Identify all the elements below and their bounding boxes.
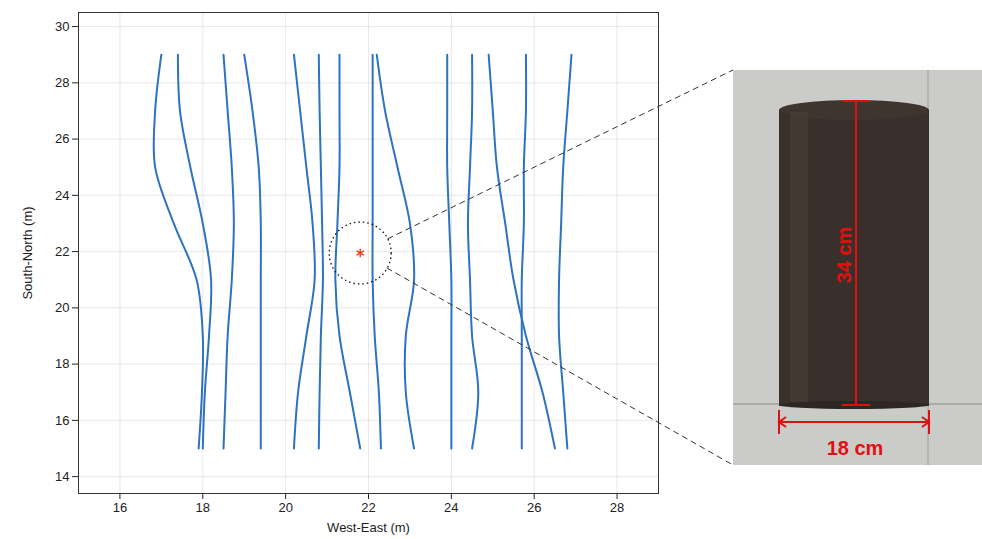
svg-text:20: 20	[55, 300, 69, 315]
svg-text:22: 22	[361, 500, 375, 515]
svg-text:22: 22	[55, 244, 69, 259]
svg-text:West-East (m): West-East (m)	[327, 520, 410, 535]
svg-text:24: 24	[444, 500, 458, 515]
svg-text:18: 18	[196, 500, 210, 515]
svg-text:30: 30	[55, 19, 69, 34]
svg-text:18: 18	[55, 356, 69, 371]
svg-text:26: 26	[527, 500, 541, 515]
svg-text:14: 14	[55, 469, 69, 484]
svg-text:16: 16	[113, 500, 127, 515]
svg-text:34 cm: 34 cm	[833, 227, 855, 284]
svg-text:16: 16	[55, 413, 69, 428]
svg-text:18 cm: 18 cm	[827, 437, 884, 459]
svg-text:South-North (m): South-North (m)	[20, 206, 35, 299]
svg-text:28: 28	[55, 75, 69, 90]
svg-text:24: 24	[55, 187, 69, 202]
svg-text:28: 28	[610, 500, 624, 515]
svg-text:26: 26	[55, 131, 69, 146]
svg-text:20: 20	[278, 500, 292, 515]
